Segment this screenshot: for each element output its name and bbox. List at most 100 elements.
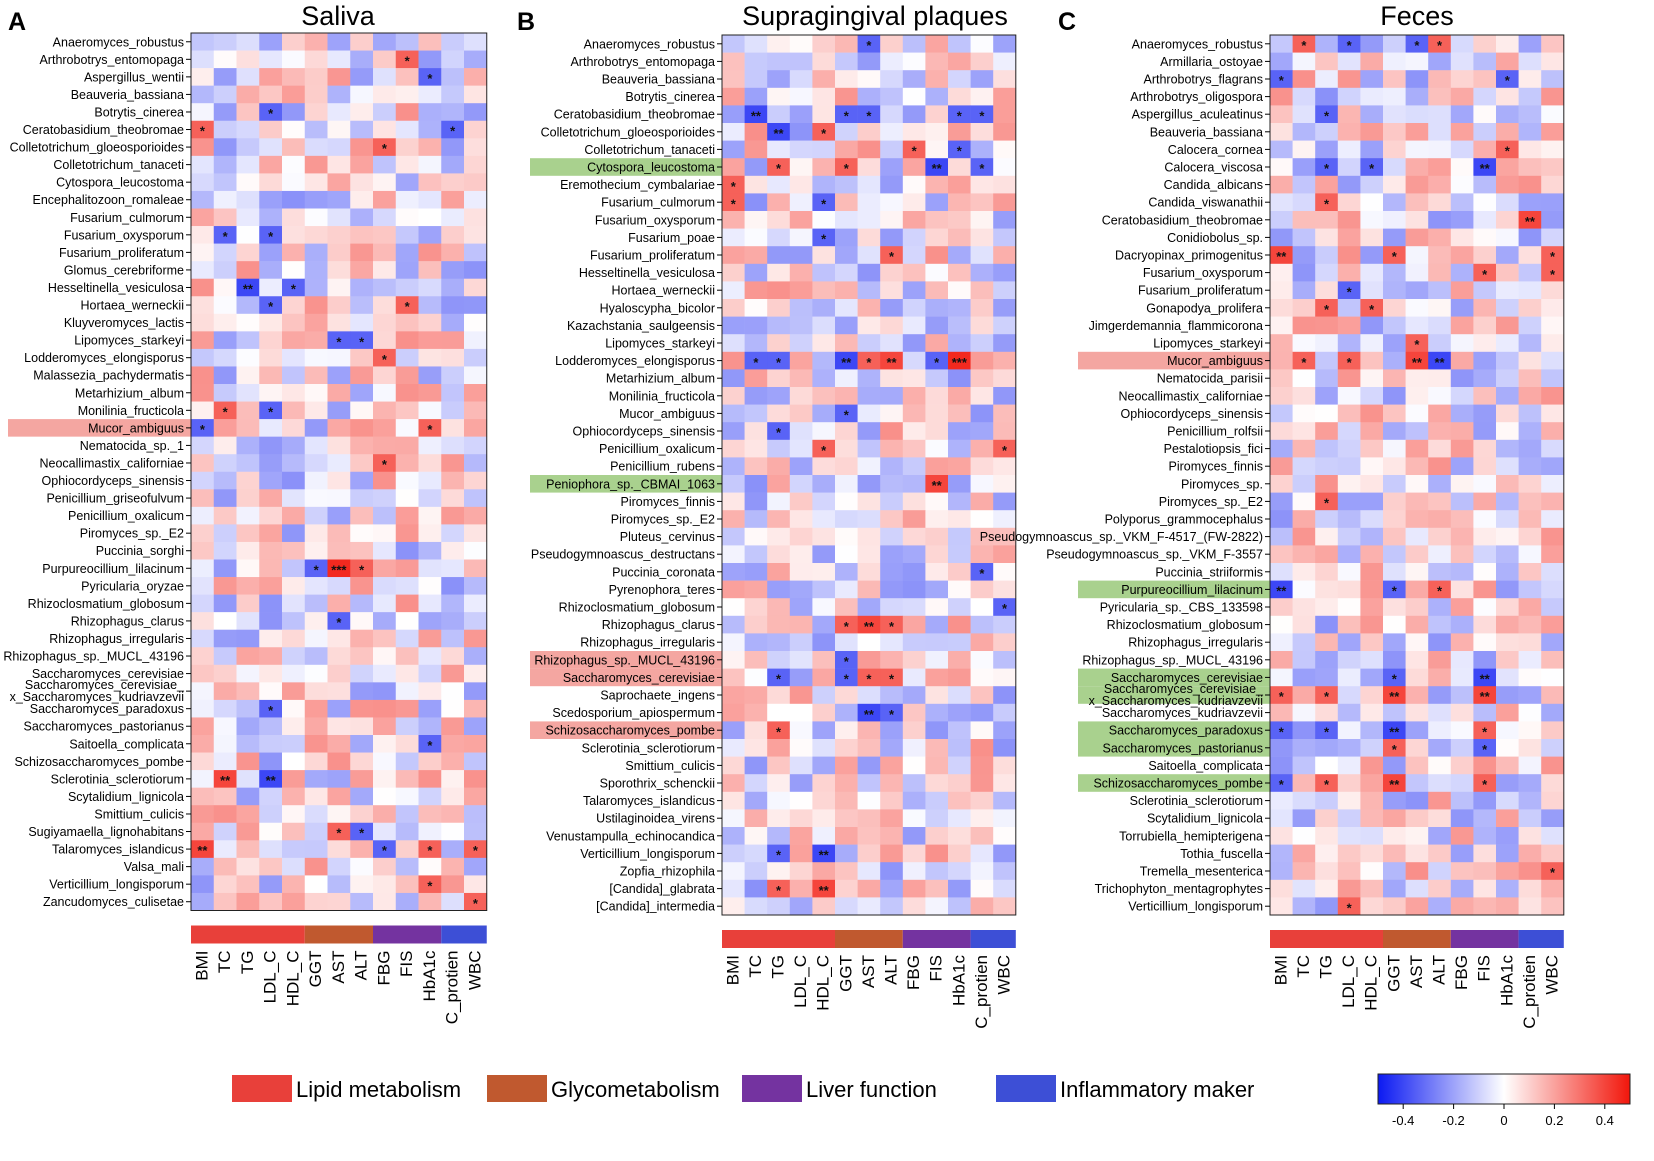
significance-marker: ** <box>819 848 830 863</box>
heatmap-cell <box>1315 387 1339 405</box>
heatmap-cell <box>213 208 237 227</box>
heatmap-cell <box>191 401 215 420</box>
heatmap-cell <box>1383 211 1406 229</box>
heatmap-cell <box>191 50 215 69</box>
heatmap-cell <box>993 228 1017 247</box>
heatmap-cell <box>1315 52 1339 71</box>
heatmap-cell <box>902 158 926 177</box>
heatmap-cell <box>1428 721 1452 740</box>
heatmap-cell <box>1541 756 1565 775</box>
significance-marker: * <box>405 299 411 314</box>
heatmap-cell <box>213 875 237 894</box>
heatmap-cell <box>1450 827 1474 845</box>
heatmap-cell <box>259 682 283 701</box>
heatmap-cell <box>282 103 306 122</box>
row-highlight <box>1078 721 1270 739</box>
heatmap-cell <box>213 226 237 244</box>
heatmap-cell <box>1405 369 1429 388</box>
heatmap-cell <box>1518 70 1542 89</box>
heatmap-cell <box>1337 703 1361 722</box>
heatmap-cell <box>259 138 283 157</box>
heatmap-cell <box>1405 492 1429 511</box>
heatmap-cell <box>259 419 283 437</box>
heatmap-cell <box>857 175 881 194</box>
heatmap-cell <box>948 580 971 599</box>
heatmap-cell <box>1428 686 1452 705</box>
heatmap-cell <box>350 68 374 86</box>
row-label: Ceratobasidium_theobromae <box>554 108 715 122</box>
heatmap-cells <box>191 33 488 911</box>
significance-marker: ** <box>1434 355 1445 370</box>
significance-marker: * <box>450 124 456 139</box>
heatmap-cell <box>1270 668 1293 687</box>
heatmap-cell <box>948 809 971 828</box>
heatmap-cell <box>191 173 215 192</box>
heatmap-cell <box>1360 281 1384 300</box>
heatmap-cell <box>327 717 351 736</box>
heatmap-cell <box>744 457 768 476</box>
heatmap-cell <box>812 827 836 845</box>
heatmap-cell <box>464 261 488 279</box>
heatmap-cell <box>744 422 768 441</box>
heatmap-cell <box>1315 158 1339 177</box>
heatmap-cell <box>835 404 858 423</box>
significance-marker: * <box>1279 777 1285 792</box>
heatmap-cell <box>282 699 306 718</box>
heatmap-cell <box>902 844 926 863</box>
significance-marker: * <box>979 566 985 581</box>
heatmap-cell <box>464 313 488 332</box>
heatmap-cell <box>1428 457 1452 476</box>
significance-marker: * <box>776 724 782 739</box>
significance-marker: * <box>1392 584 1398 599</box>
heatmap-cell <box>1541 105 1565 124</box>
heatmap-cell <box>1518 774 1542 793</box>
heatmap-cell <box>1405 897 1429 916</box>
heatmap-cell <box>1360 193 1384 212</box>
heatmap-cell <box>1518 809 1542 828</box>
heatmap-cell <box>395 278 419 297</box>
heatmap-cell <box>835 633 858 652</box>
group-bar-segment <box>1383 930 1451 948</box>
heatmap-cell <box>993 475 1017 493</box>
heatmap-cell <box>395 261 419 279</box>
row-label: Metarhizium_album <box>75 386 184 400</box>
heatmap-cell <box>925 475 949 493</box>
heatmap-cell <box>1541 404 1565 423</box>
heatmap-cell <box>1270 862 1293 881</box>
heatmap-cell <box>948 193 971 212</box>
heatmap-cell <box>948 140 971 159</box>
heatmap-cell <box>1496 246 1519 265</box>
heatmap-cell <box>880 844 904 863</box>
heatmap-cell <box>418 243 442 262</box>
row-label: Armillaria_ostoyae <box>1160 55 1263 69</box>
heatmap-cell <box>789 527 813 546</box>
heatmap-cell <box>259 85 283 104</box>
heatmap-cell <box>1383 457 1406 476</box>
heatmap-cell <box>1541 545 1565 564</box>
heatmap-cell <box>970 668 994 687</box>
heatmap-cell <box>1360 651 1384 669</box>
heatmap-cell <box>327 541 351 560</box>
heatmap-cell <box>464 506 488 525</box>
heatmap-cell <box>835 387 858 405</box>
heatmap-cell <box>1315 633 1339 652</box>
heatmap-cell <box>857 404 881 423</box>
significance-marker: * <box>1369 302 1375 317</box>
significance-marker: * <box>821 443 827 458</box>
row-label: Glomus_cerebriforme <box>64 263 184 277</box>
heatmap-cell <box>880 668 904 687</box>
heatmap-cell <box>395 313 419 332</box>
heatmap-cell <box>948 510 971 529</box>
heatmap-cell <box>1473 35 1497 53</box>
heatmap-cell <box>191 226 215 244</box>
heatmap-cell <box>395 506 419 525</box>
heatmap-cell <box>948 563 971 581</box>
heatmap-cell <box>304 699 328 718</box>
column-label: FBG <box>1452 955 1471 990</box>
heatmap-cell <box>327 120 351 139</box>
heatmap-cell <box>259 787 283 806</box>
heatmap-cell <box>948 791 971 810</box>
heatmap-cell <box>722 897 745 916</box>
heatmap-cell <box>1473 158 1497 177</box>
heatmap-cell <box>304 594 328 613</box>
